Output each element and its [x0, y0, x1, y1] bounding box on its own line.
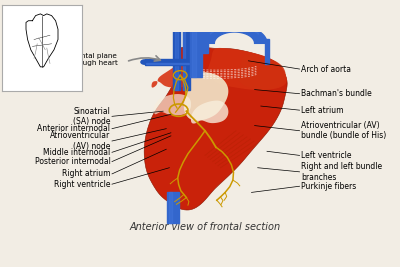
Polygon shape — [184, 72, 228, 120]
Text: Right and left bundle
branches: Right and left bundle branches — [301, 162, 382, 182]
Text: Anterior view of frontal section: Anterior view of frontal section — [130, 222, 280, 233]
Text: Right ventricle: Right ventricle — [54, 180, 110, 189]
Polygon shape — [202, 25, 267, 43]
Polygon shape — [144, 59, 190, 65]
Polygon shape — [238, 55, 286, 90]
Text: Arch of aorta: Arch of aorta — [301, 65, 351, 73]
Text: Anterior internodal: Anterior internodal — [38, 124, 110, 133]
Text: Sinoatrial
(SA) node: Sinoatrial (SA) node — [73, 107, 110, 126]
Text: Middle internodal: Middle internodal — [43, 148, 110, 157]
Polygon shape — [167, 193, 179, 223]
Polygon shape — [190, 30, 202, 77]
Polygon shape — [173, 30, 180, 90]
Polygon shape — [191, 101, 228, 124]
Polygon shape — [183, 30, 190, 90]
Text: Posterior internodal: Posterior internodal — [34, 157, 110, 166]
Text: Bachman's bundle: Bachman's bundle — [301, 89, 372, 98]
Text: Atrioventricular (AV)
bundle (bundle of His): Atrioventricular (AV) bundle (bundle of … — [301, 121, 386, 140]
Polygon shape — [202, 30, 208, 53]
Polygon shape — [175, 30, 178, 90]
Polygon shape — [144, 45, 287, 210]
Text: Right atrium: Right atrium — [62, 169, 110, 178]
Text: Left atrium: Left atrium — [301, 106, 344, 115]
Text: Frontal plane
through heart: Frontal plane through heart — [68, 53, 118, 66]
Text: Left ventricle: Left ventricle — [301, 151, 352, 160]
Polygon shape — [169, 193, 172, 223]
Polygon shape — [152, 62, 196, 88]
Circle shape — [140, 59, 149, 65]
Text: Atrioventricular
(AV) node: Atrioventricular (AV) node — [50, 131, 110, 151]
Polygon shape — [208, 48, 287, 90]
Polygon shape — [146, 63, 189, 64]
Polygon shape — [266, 39, 268, 64]
Polygon shape — [154, 94, 191, 115]
Text: Purkinje fibers: Purkinje fibers — [301, 182, 356, 191]
Polygon shape — [192, 30, 196, 77]
Polygon shape — [183, 30, 185, 90]
